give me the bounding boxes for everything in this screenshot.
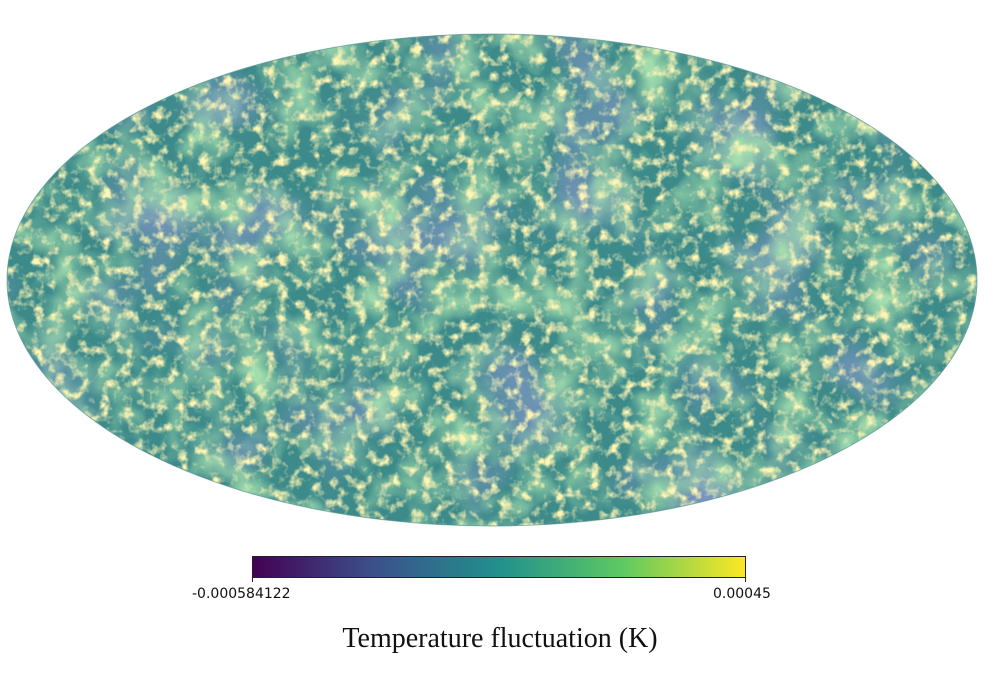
colorbar-max-label: 0.00045 (713, 586, 771, 602)
colorbar (252, 556, 746, 578)
colorbar-min-tick (252, 577, 253, 582)
colorbar-max-tick (745, 577, 746, 582)
colorbar-title: Temperature fluctuation (K) (342, 623, 658, 654)
colorbar-min-label: -0.000584122 (192, 586, 291, 602)
map-body (7, 34, 977, 526)
sky-map (6, 33, 978, 527)
